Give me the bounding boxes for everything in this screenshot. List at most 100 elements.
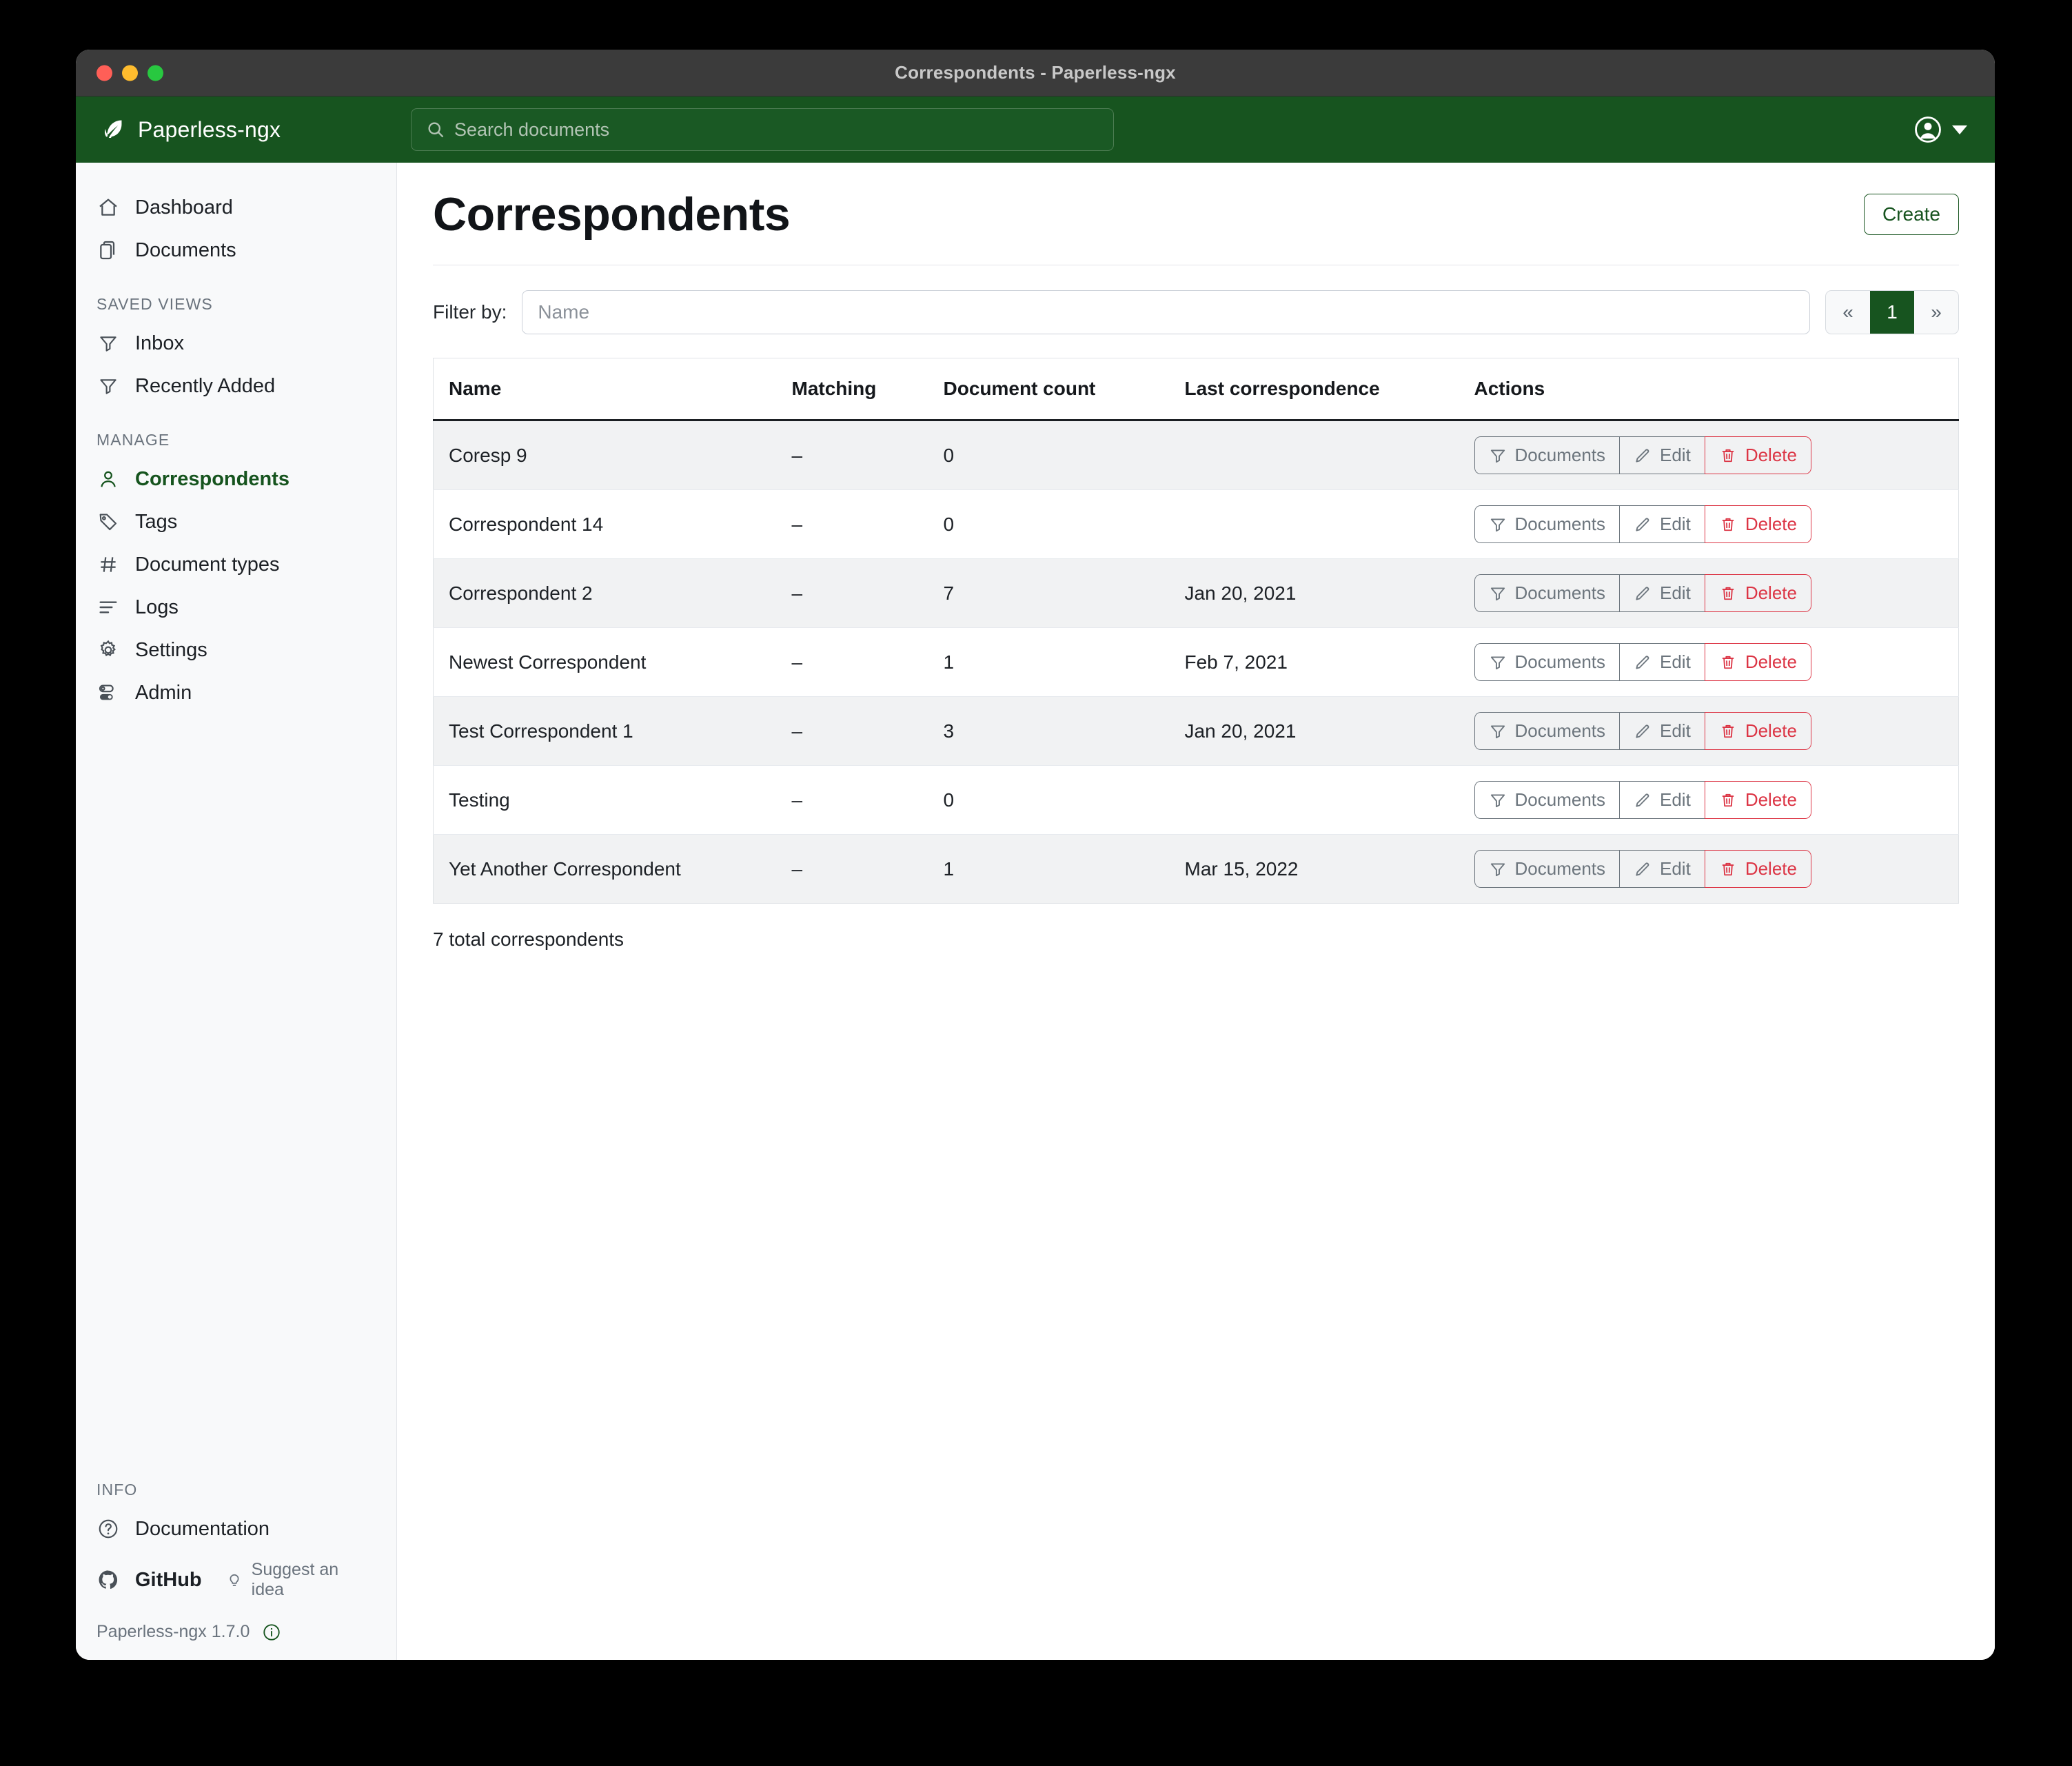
table-row: Correspondent 2–7 Jan 20, 2021 Documents Ed… (433, 558, 1959, 628)
sidebar-item-documentation[interactable]: Documentation (76, 1508, 396, 1550)
row-delete-button[interactable]: Delete (1704, 436, 1811, 474)
question-circle-icon (97, 1517, 120, 1541)
sidebar-item-settings[interactable]: Settings (76, 629, 396, 671)
maximize-window-button[interactable] (148, 65, 163, 81)
row-delete-button[interactable]: Delete (1704, 643, 1811, 681)
cell-last-correspondence (1184, 765, 1474, 835)
pagination-next-button[interactable]: » (1931, 301, 1942, 323)
column-header-matching[interactable]: Matching (791, 358, 944, 421)
cell-document-count: 1 (943, 627, 1185, 697)
sidebar-item-recently-added[interactable]: Recently Added (76, 365, 396, 407)
column-header-name[interactable]: Name (433, 358, 792, 421)
row-documents-button[interactable]: Documents (1474, 712, 1619, 750)
page-header: Correspondents Create (433, 187, 1959, 265)
cell-matching: – (791, 558, 944, 628)
row-action-group: Documents Edit Delete (1474, 574, 1959, 612)
row-documents-label: Documents (1514, 651, 1606, 672)
row-documents-label: Documents (1514, 789, 1606, 810)
table-row: Yet Another Correspondent – 1 Mar 15, 2022 D… (433, 834, 1959, 904)
filter-name-input[interactable]: Name (522, 290, 1810, 334)
table-head: Name Matching Document count Last corres… (433, 358, 1959, 421)
row-delete-button[interactable]: Delete (1704, 712, 1811, 750)
row-delete-button[interactable]: Delete (1704, 574, 1811, 612)
row-edit-label: Edit (1660, 514, 1691, 534)
table-header-row: Name Matching Document count Last corres… (433, 358, 1959, 421)
sidebar-item-tags[interactable]: Tags (76, 500, 396, 543)
minimize-window-button[interactable] (122, 65, 138, 81)
suggest-an-idea-link[interactable]: Suggest an idea (225, 1560, 376, 1600)
row-edit-button[interactable]: Edit (1619, 505, 1705, 543)
sidebar-item-label: Inbox (135, 332, 184, 354)
lightbulb-icon (225, 1571, 243, 1589)
cell-name: Correspondent 2 (433, 558, 792, 628)
close-window-button[interactable] (97, 65, 112, 81)
sidebar-item-logs[interactable]: Logs (76, 586, 396, 629)
row-documents-label: Documents (1514, 445, 1606, 465)
button-group: Documents Edit Delete (1474, 643, 1811, 681)
row-edit-label: Edit (1660, 720, 1691, 741)
search-input[interactable]: Search documents (411, 108, 1114, 151)
row-documents-label: Documents (1514, 858, 1606, 879)
app-header: Paperless-ngx Search documents (76, 97, 1995, 163)
sidebar-item-label: Settings (135, 638, 207, 661)
sidebar-item-admin[interactable]: Admin (76, 671, 396, 714)
row-documents-button[interactable]: Documents (1474, 436, 1619, 474)
row-documents-button[interactable]: Documents (1474, 850, 1619, 888)
row-edit-button[interactable]: Edit (1619, 712, 1705, 750)
cell-document-count: 0 (943, 420, 1185, 490)
search-container: Search documents (411, 108, 1114, 151)
row-documents-button[interactable]: Documents (1474, 574, 1619, 612)
cell-document-count: 0 (943, 765, 1185, 835)
row-edit-button[interactable]: Edit (1619, 781, 1705, 819)
row-delete-button[interactable]: Delete (1704, 505, 1811, 543)
button-group: Documents Edit Delete (1474, 850, 1811, 888)
pencil-icon (1634, 516, 1652, 534)
window-title: Correspondents - Paperless-ngx (895, 62, 1176, 83)
row-action-group: Documents Edit Delete (1474, 712, 1959, 750)
sidebar-item-correspondents[interactable]: Correspondents (76, 458, 396, 500)
info-circle-icon[interactable] (262, 1623, 281, 1642)
row-edit-button[interactable]: Edit (1619, 436, 1705, 474)
row-delete-button[interactable]: Delete (1704, 850, 1811, 888)
row-documents-button[interactable]: Documents (1474, 781, 1619, 819)
chevron-down-icon (1952, 125, 1967, 134)
row-edit-label: Edit (1660, 789, 1691, 810)
row-edit-label: Edit (1660, 651, 1691, 672)
sidebar-item-label: Recently Added (135, 374, 276, 397)
documents-icon (97, 238, 120, 262)
tag-icon (97, 510, 120, 534)
window-controls[interactable] (97, 65, 163, 81)
pagination: « 1 » (1825, 290, 1959, 334)
brand[interactable]: Paperless-ngx (99, 116, 396, 143)
row-edit-button[interactable]: Edit (1619, 574, 1705, 612)
row-delete-label: Delete (1745, 651, 1797, 672)
row-edit-button[interactable]: Edit (1619, 643, 1705, 681)
user-menu[interactable] (1913, 115, 1967, 144)
cell-last-correspondence (1184, 489, 1474, 559)
correspondents-table: Name Matching Document count Last corres… (433, 358, 1959, 904)
app-window: Correspondents - Paperless-ngx Paperless… (76, 50, 1995, 1660)
sidebar-item-inbox[interactable]: Inbox (76, 322, 396, 365)
sidebar-item-document-types[interactable]: Document types (76, 543, 396, 586)
row-delete-button[interactable]: Delete (1704, 781, 1811, 819)
column-header-document-count[interactable]: Document count (943, 358, 1185, 421)
table-row: Correspondent 14–0 Documents Edit Delete (433, 489, 1959, 559)
trash-icon (1719, 516, 1737, 534)
create-button[interactable]: Create (1863, 194, 1959, 235)
cell-actions: Documents Edit Delete (1474, 835, 1959, 904)
column-header-actions: Actions (1474, 358, 1959, 421)
sidebar-item-github-label[interactable]: GitHub (135, 1568, 202, 1591)
table-row: Newest Correspondent –1 Feb 7, 2021 Documen… (433, 627, 1959, 697)
row-documents-button[interactable]: Documents (1474, 505, 1619, 543)
row-edit-button[interactable]: Edit (1619, 850, 1705, 888)
cell-actions: Documents Edit Delete (1474, 489, 1959, 559)
row-documents-button[interactable]: Documents (1474, 643, 1619, 681)
pagination-prev-button[interactable]: « (1842, 301, 1853, 323)
sidebar-item-dashboard[interactable]: Dashboard (76, 186, 396, 229)
sidebar-section-info: INFO (97, 1481, 138, 1499)
table-body: Coresp 9–0 Documents Edit Delete Corresponde… (433, 420, 1959, 904)
sidebar-section-manage: MANAGE (97, 431, 170, 449)
sidebar-item-documents[interactable]: Documents (76, 229, 396, 272)
column-header-last-correspondence[interactable]: Last correspondence (1184, 358, 1474, 421)
pagination-page-1-button[interactable]: 1 (1870, 291, 1914, 334)
